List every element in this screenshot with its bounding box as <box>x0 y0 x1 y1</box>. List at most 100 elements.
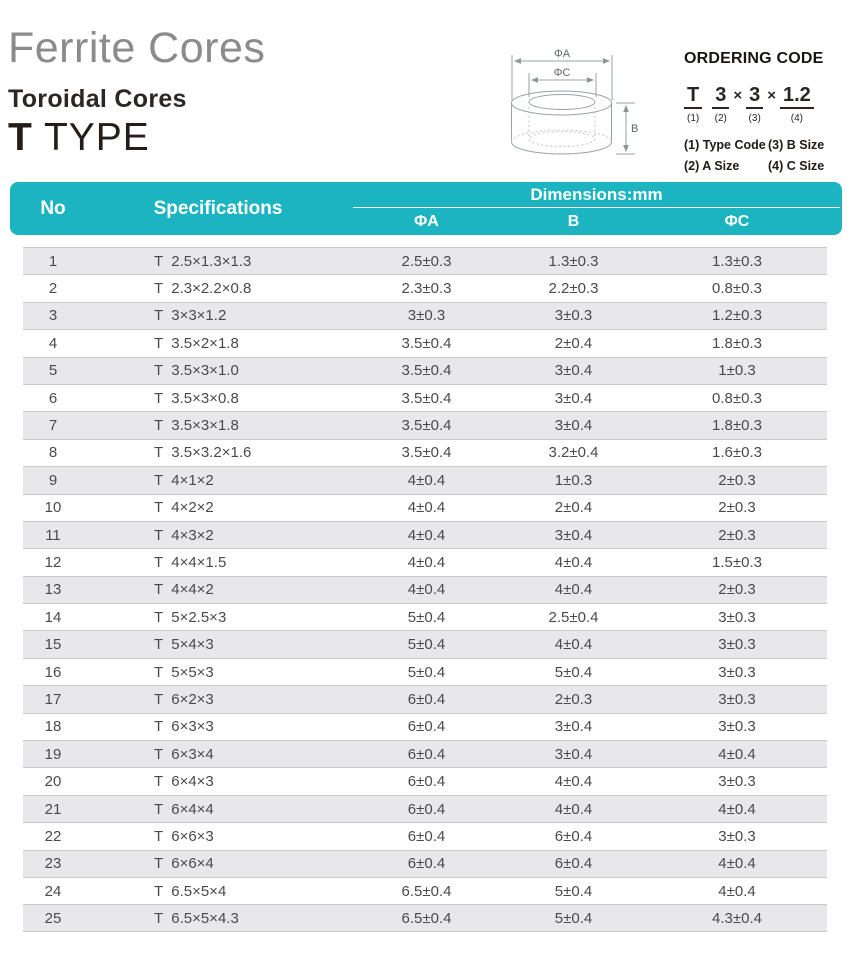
cell-phi-c: 0.8±0.3 <box>712 280 762 298</box>
cell-spec: T 6×4×3 <box>154 773 214 791</box>
cell-phi-c: 3±0.3 <box>718 718 756 736</box>
cell-spec: T 6×4×4 <box>154 800 214 818</box>
cell-spec: T 4×4×1.5 <box>154 553 227 571</box>
cell-phi-a: 5±0.4 <box>407 636 446 654</box>
cell-spec: T 3.5×3×1.8 <box>154 417 239 435</box>
cell-phi-c: 1.8±0.3 <box>712 417 762 435</box>
column-header-specifications: Specifications <box>153 197 283 219</box>
toroid-diagram-svg: ΦA ΦC B <box>511 48 638 155</box>
cell-no: 20 <box>44 773 62 791</box>
cell-b: 5±0.4 <box>554 663 593 681</box>
cell-spec: T 3.5×3.2×1.6 <box>154 444 252 462</box>
cell-phi-a: 6±0.4 <box>407 827 446 845</box>
diagram-label-phi-c: ΦC <box>554 67 571 79</box>
cell-phi-a: 6±0.4 <box>407 718 446 736</box>
cell-b: 4±0.4 <box>554 636 593 654</box>
cell-no: 11 <box>45 526 61 544</box>
cell-no: 10 <box>44 499 62 517</box>
column-header-b: B <box>567 212 580 230</box>
cell-phi-a: 4±0.4 <box>407 499 446 517</box>
column-header-no: No <box>40 197 66 219</box>
cell-phi-c: 3±0.3 <box>718 663 756 681</box>
cell-no: 17 <box>44 690 62 708</box>
code-part-b-size: 3 (3) <box>746 84 764 124</box>
title-block: Ferrite Cores Toroidal Cores T TYPE <box>8 16 498 160</box>
table-body: 1 T 2.5×1.3×1.3 2.5±0.3 1.3±0.3 1.3±0.3 … <box>23 247 827 932</box>
cell-spec: T 5×2.5×3 <box>154 608 227 626</box>
code-part-c-size: 1.2 (4) <box>780 84 814 124</box>
cell-phi-a: 4±0.4 <box>407 553 446 571</box>
cell-phi-c: 4±0.4 <box>718 882 756 900</box>
cell-no: 22 <box>44 827 62 845</box>
cell-phi-c: 2±0.3 <box>718 499 756 517</box>
cell-b: 3.2±0.4 <box>548 444 599 462</box>
page-title: Ferrite Cores <box>8 24 266 72</box>
table-row: 19 T 6×3×4 6±0.4 3±0.4 4±0.4 <box>23 740 827 768</box>
ordering-code-heading: ORDERING CODE <box>684 50 824 67</box>
cell-spec: T 2.3×2.2×0.8 <box>154 280 252 298</box>
type-label: T TYPE <box>8 116 498 160</box>
cell-no: 13 <box>44 581 62 599</box>
cell-phi-c: 3±0.3 <box>718 690 756 708</box>
cell-no: 1 <box>48 252 58 270</box>
table-row: 2 T 2.3×2.2×0.8 2.3±0.3 2.2±0.3 0.8±0.3 <box>23 274 827 302</box>
table-row: 25 T 6.5×5×4.3 6.5±0.4 5±0.4 4.3±0.4 <box>23 904 827 932</box>
cell-b: 1.3±0.3 <box>548 252 599 270</box>
cell-b: 3±0.4 <box>554 417 593 435</box>
table-row: 21 T 6×4×4 6±0.4 4±0.4 4±0.4 <box>23 794 827 823</box>
cell-no: 2 <box>48 280 58 298</box>
table-row: 8 T 3.5×3.2×1.6 3.5±0.4 3.2±0.4 1.6±0.3 <box>23 438 827 467</box>
ordering-code-legend: (1) Type Code (3) B Size (2) A Size (4) … <box>684 138 836 173</box>
cell-b: 1±0.3 <box>554 471 593 489</box>
type-label-bold: T <box>8 116 33 160</box>
cell-phi-a: 6±0.4 <box>407 690 446 708</box>
cell-phi-c: 3±0.3 <box>718 608 756 626</box>
table-row: 5 T 3.5×3×1.0 3.5±0.4 3±0.4 1±0.3 <box>23 356 827 384</box>
cell-phi-a: 3.5±0.4 <box>401 417 452 435</box>
cell-phi-a: 2.5±0.3 <box>401 252 452 270</box>
cell-phi-a: 3.5±0.4 <box>401 444 452 462</box>
ordering-code-block: ORDERING CODE T (1) 3 (2) × 3 (3) × 1.2 … <box>684 50 836 173</box>
cell-b: 4±0.4 <box>554 773 593 791</box>
table-row: 10 T 4×2×2 4±0.4 2±0.4 2±0.3 <box>23 493 827 521</box>
column-header-phi-c: ΦC <box>724 212 750 230</box>
cell-phi-a: 4±0.4 <box>407 526 446 544</box>
cell-b: 2±0.3 <box>554 690 593 708</box>
cell-phi-a: 3.5±0.4 <box>401 334 452 352</box>
table-row: 18 T 6×3×3 6±0.4 3±0.4 3±0.3 <box>23 712 827 741</box>
cell-no: 25 <box>44 909 62 927</box>
cell-phi-c: 1.8±0.3 <box>712 334 762 352</box>
cell-phi-a: 6±0.4 <box>407 800 446 818</box>
cell-b: 3±0.3 <box>554 307 593 325</box>
cell-phi-c: 3±0.3 <box>718 773 756 791</box>
table-row: 17 T 6×2×3 6±0.4 2±0.3 3±0.3 <box>23 685 827 713</box>
cell-phi-a: 6±0.4 <box>407 773 446 791</box>
cell-phi-c: 3±0.3 <box>718 827 756 845</box>
cell-no: 9 <box>48 471 58 489</box>
code-value: 1.2 <box>780 84 814 109</box>
legend-item: (3) B Size <box>768 138 825 152</box>
cell-b: 6±0.4 <box>554 827 593 845</box>
cell-phi-a: 6.5±0.4 <box>401 882 452 900</box>
table-row: 9 T 4×1×2 4±0.4 1±0.3 2±0.3 <box>23 466 827 494</box>
cell-no: 19 <box>44 745 62 763</box>
cell-b: 4±0.4 <box>554 800 593 818</box>
page-header: Ferrite Cores Toroidal Cores T TYPE <box>0 0 850 182</box>
cell-no: 7 <box>48 417 58 435</box>
cell-spec: T 6×2×3 <box>154 690 214 708</box>
code-index: (2) <box>714 113 727 124</box>
cell-phi-a: 6±0.4 <box>407 855 446 873</box>
cell-no: 21 <box>44 800 62 818</box>
cell-phi-c: 2±0.3 <box>718 471 756 489</box>
cell-b: 3±0.4 <box>554 526 593 544</box>
cell-no: 4 <box>48 334 58 352</box>
code-index: (1) <box>686 113 700 124</box>
table-row: 23 T 6×6×4 6±0.4 6±0.4 4±0.4 <box>23 849 827 877</box>
cell-phi-a: 6.5±0.4 <box>401 909 452 927</box>
cell-b: 5±0.4 <box>554 882 593 900</box>
dimensions-sub-headers: ΦA B ΦC <box>353 208 840 235</box>
table-row: 7 T 3.5×3×1.8 3.5±0.4 3±0.4 1.8±0.3 <box>23 411 827 439</box>
cell-spec: T 4×1×2 <box>154 471 214 489</box>
cell-spec: T 4×2×2 <box>154 499 214 517</box>
ordering-code-line: T (1) 3 (2) × 3 (3) × 1.2 (4) <box>684 84 836 124</box>
